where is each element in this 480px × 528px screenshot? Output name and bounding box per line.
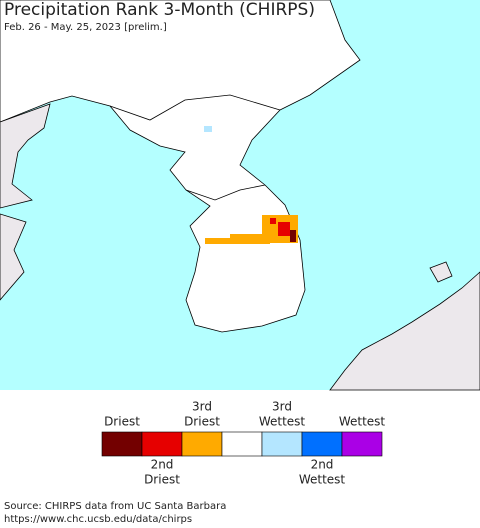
legend-swatch [261, 431, 303, 457]
legend: Driest2ndDriest3rdDriest3rdWettest2ndWet… [101, 400, 386, 487]
japan [329, 271, 480, 391]
legend-swatch [101, 431, 143, 457]
legend-label: Wettest [299, 473, 346, 487]
legend-label: Wettest [259, 415, 306, 429]
legend-label: 2nd [151, 458, 174, 472]
source-url: https://www.chc.ucsb.edu/data/chirps [4, 514, 192, 524]
legend-label: 2nd [311, 458, 334, 472]
legend-label: Driest [144, 473, 180, 487]
border [109, 94, 281, 121]
legend-label: Driest [184, 415, 220, 429]
japan-island [429, 261, 453, 283]
map [0, 0, 480, 391]
legend-label: 3rd [272, 400, 292, 414]
legend-label: Wettest [339, 415, 386, 429]
dry-anomaly [205, 215, 298, 244]
wet-spot [204, 126, 212, 132]
source: Source: CHIRPS data from UC Santa Barbar… [4, 501, 226, 512]
title: Precipitation Rank 3-Month (CHIRPS) [4, 0, 315, 20]
legend-swatch [341, 431, 383, 457]
subtitle: Feb. 26 - May. 25, 2023 [prelim.] [4, 22, 167, 33]
legend-swatch [181, 431, 223, 457]
dmz [185, 184, 266, 201]
legend-label: 3rd [192, 400, 212, 414]
legend-swatch [301, 431, 343, 457]
legend-label: Driest [104, 415, 140, 429]
legend-swatch [141, 431, 183, 457]
legend-swatch [221, 431, 263, 457]
china-south [0, 213, 27, 301]
china-coast [0, 103, 51, 209]
